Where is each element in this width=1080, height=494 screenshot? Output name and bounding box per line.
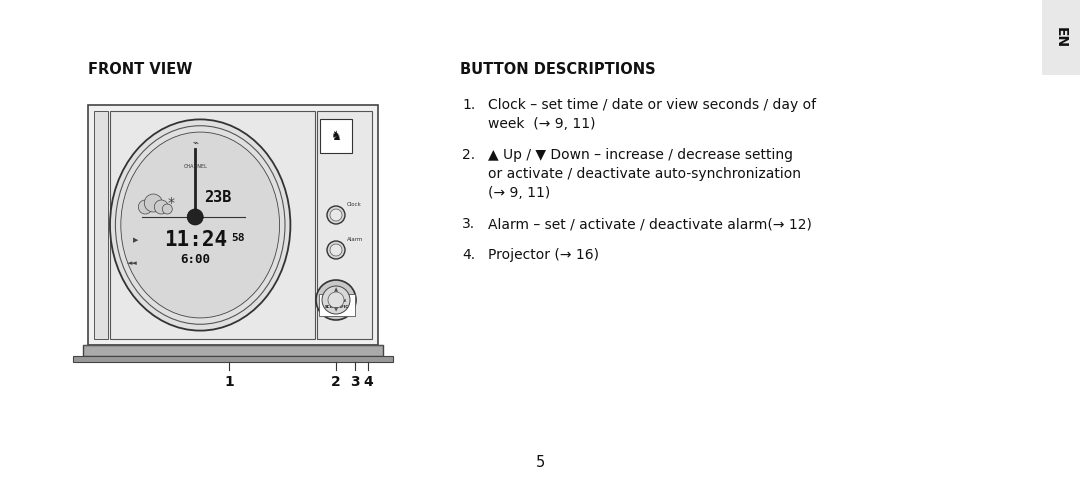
- Ellipse shape: [121, 132, 280, 318]
- Text: OREGON: OREGON: [327, 299, 347, 303]
- Text: Clock – set time / date or view seconds / day of: Clock – set time / date or view seconds …: [488, 98, 816, 112]
- Text: 23B: 23B: [204, 190, 232, 205]
- Circle shape: [327, 241, 345, 259]
- Text: BUTTON DESCRIPTIONS: BUTTON DESCRIPTIONS: [460, 62, 656, 77]
- FancyBboxPatch shape: [318, 111, 372, 339]
- Text: 6:00: 6:00: [180, 253, 211, 266]
- Text: 2: 2: [332, 375, 341, 389]
- Text: 1.: 1.: [462, 98, 475, 112]
- Text: ◄◄: ◄◄: [127, 260, 138, 266]
- Text: ♞: ♞: [330, 129, 341, 142]
- Circle shape: [316, 280, 356, 320]
- Text: Projector (→ 16): Projector (→ 16): [488, 248, 599, 262]
- FancyBboxPatch shape: [320, 119, 352, 153]
- Circle shape: [145, 194, 162, 212]
- Text: or activate / deactivate auto-synchronization: or activate / deactivate auto-synchroniz…: [488, 167, 801, 181]
- Circle shape: [330, 209, 342, 221]
- Text: 11:24: 11:24: [164, 230, 227, 250]
- Text: EN: EN: [1054, 28, 1068, 48]
- Text: 4: 4: [363, 375, 373, 389]
- Circle shape: [327, 206, 345, 224]
- FancyBboxPatch shape: [110, 111, 315, 339]
- Text: Alarm – set / activate / deactivate alarm(→ 12): Alarm – set / activate / deactivate alar…: [488, 217, 812, 231]
- Text: FRONT VIEW: FRONT VIEW: [87, 62, 192, 77]
- Circle shape: [187, 209, 203, 225]
- Circle shape: [330, 244, 342, 256]
- Circle shape: [322, 286, 350, 314]
- FancyBboxPatch shape: [1042, 0, 1080, 75]
- FancyBboxPatch shape: [319, 294, 355, 316]
- Circle shape: [162, 204, 173, 214]
- Text: ▲: ▲: [334, 288, 338, 292]
- Text: ⌁: ⌁: [192, 138, 198, 148]
- Text: *: *: [167, 196, 175, 210]
- Circle shape: [154, 200, 168, 214]
- FancyBboxPatch shape: [94, 111, 108, 339]
- FancyBboxPatch shape: [73, 356, 393, 362]
- Text: Alarm: Alarm: [347, 237, 363, 242]
- Text: 5: 5: [536, 454, 544, 469]
- Text: (→ 9, 11): (→ 9, 11): [488, 186, 550, 200]
- Text: 1: 1: [224, 375, 233, 389]
- FancyBboxPatch shape: [83, 345, 383, 356]
- Text: SCIENTIFIC: SCIENTIFIC: [325, 305, 349, 309]
- Text: week  (→ 9, 11): week (→ 9, 11): [488, 117, 595, 131]
- Text: 3: 3: [350, 375, 360, 389]
- Text: ▼: ▼: [334, 307, 338, 313]
- Text: 2.: 2.: [462, 148, 475, 162]
- Circle shape: [328, 292, 345, 308]
- Text: ▲ Up / ▼ Down – increase / decrease setting: ▲ Up / ▼ Down – increase / decrease sett…: [488, 148, 793, 162]
- Circle shape: [138, 200, 152, 214]
- Ellipse shape: [110, 120, 291, 330]
- Text: 58: 58: [231, 233, 245, 243]
- Text: 4.: 4.: [462, 248, 475, 262]
- Text: Clock: Clock: [347, 202, 362, 206]
- FancyBboxPatch shape: [87, 105, 378, 345]
- Text: CHANNEL: CHANNEL: [184, 165, 207, 169]
- Text: ▶: ▶: [133, 237, 138, 243]
- Text: 3.: 3.: [462, 217, 475, 231]
